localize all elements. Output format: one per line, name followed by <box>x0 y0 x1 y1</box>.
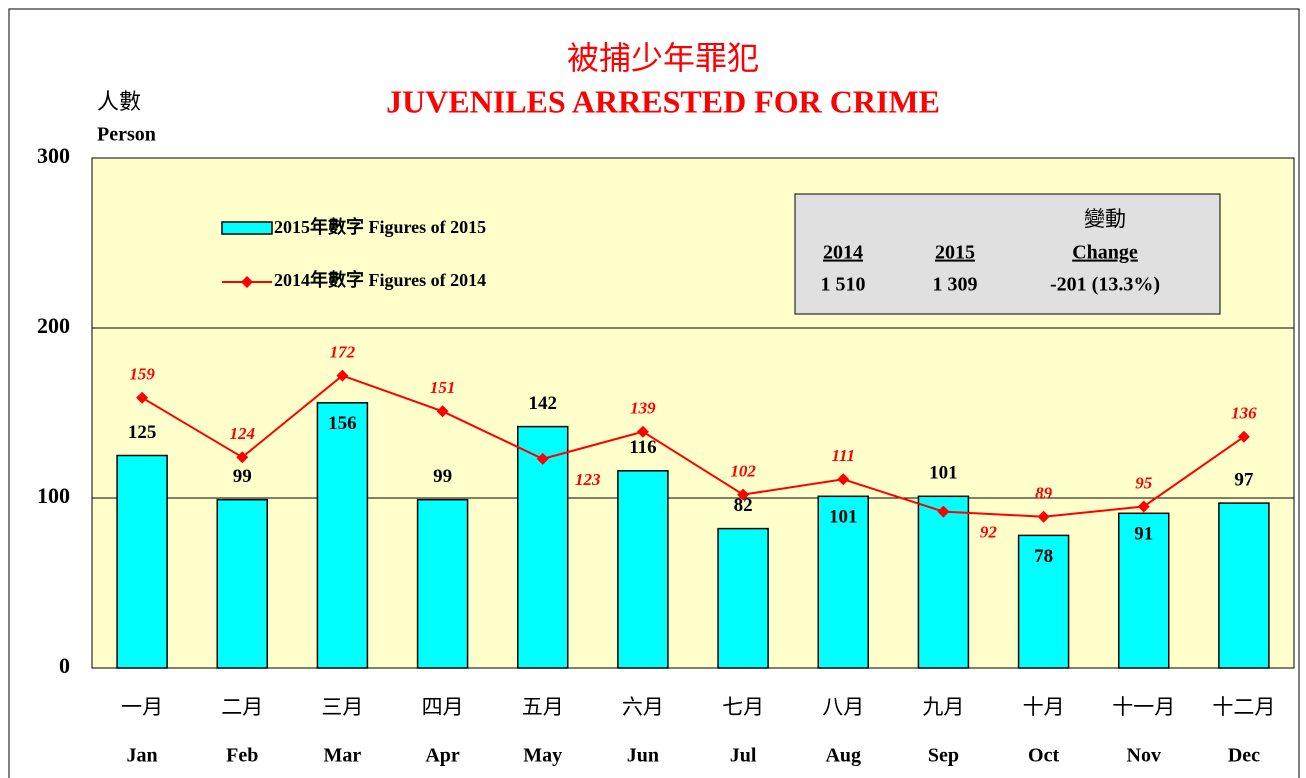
bar <box>917 495 970 669</box>
line-value-label: 124 <box>230 424 256 443</box>
line-value-label: 92 <box>980 523 998 542</box>
line-marker <box>636 425 649 438</box>
bar-value-label: 97 <box>1234 469 1254 490</box>
x-tick-label-cn: 四月 <box>422 695 464 719</box>
summary-header: 2015 <box>935 242 975 264</box>
line <box>141 374 1245 518</box>
line-value-label: 123 <box>575 470 601 489</box>
bar-value-label: 99 <box>233 466 252 487</box>
line-marker <box>1037 510 1050 523</box>
x-tick-label-cn: 一月 <box>121 695 163 719</box>
legend-label: 2015年數字 Figures of 2015 <box>274 216 486 237</box>
summary-value: -201 (13.3%) <box>1050 274 1160 296</box>
x-tick-label: Jan <box>127 745 158 767</box>
x-tick-label: Nov <box>1127 745 1161 767</box>
line-value-label: 159 <box>129 365 155 384</box>
bar-value-label: 91 <box>1134 524 1153 545</box>
line-value-label: 172 <box>330 343 356 362</box>
y-axis-label: Person <box>97 124 156 146</box>
x-tick-label: Oct <box>1028 745 1059 767</box>
y-axis-label-cn: 人數 <box>97 90 141 115</box>
line-marker <box>937 505 950 518</box>
x-tick-label-cn: 七月 <box>722 695 764 719</box>
x-tick-label-cn: 十月 <box>1023 695 1065 719</box>
y-tick-label: 0 <box>59 653 70 678</box>
x-tick-label-cn: 三月 <box>321 695 363 719</box>
bar <box>1017 534 1070 669</box>
line-value-label: 102 <box>730 462 756 481</box>
summary-box <box>794 193 1221 315</box>
summary-header: Change <box>1072 242 1138 264</box>
x-tick-label: Jun <box>627 745 659 767</box>
bar-value-label: 125 <box>128 422 157 443</box>
bar-value-label: 99 <box>433 466 452 487</box>
line-marker <box>1237 430 1250 443</box>
line-value-label: 111 <box>831 446 855 465</box>
x-tick-label: Dec <box>1228 745 1260 767</box>
bar-value-label: 116 <box>629 437 656 458</box>
x-tick-label-cn: 十二月 <box>1212 695 1275 719</box>
y-tick-label: 200 <box>37 313 70 338</box>
x-tick-label: Feb <box>226 745 258 767</box>
summary-value: 1 309 <box>933 274 978 296</box>
x-tick-label: May <box>523 745 562 767</box>
x-tick-label-cn: 八月 <box>822 695 864 719</box>
x-tick-label-cn: 十一月 <box>1112 695 1175 719</box>
line-value-label: 95 <box>1135 473 1153 492</box>
line-marker <box>837 473 850 486</box>
x-tick-label: Aug <box>825 745 861 767</box>
line-value-label: 151 <box>430 378 456 397</box>
bar <box>817 495 869 669</box>
bar <box>416 498 469 669</box>
x-tick-label: Sep <box>928 745 959 767</box>
bar <box>116 454 168 669</box>
x-tick-label: Jul <box>730 745 757 767</box>
y-tick-label: 300 <box>37 143 70 168</box>
line-marker <box>136 391 149 404</box>
line-marker <box>536 452 549 465</box>
line-marker <box>236 451 249 464</box>
y-tick-label: 100 <box>37 483 70 508</box>
line-value-label: 136 <box>1231 404 1257 423</box>
bar-value-label: 101 <box>929 463 958 484</box>
bar <box>316 402 369 669</box>
legend-label: 2014年數字 Figures of 2014 <box>274 269 486 290</box>
bar <box>717 527 769 669</box>
line-marker <box>1137 500 1150 513</box>
summary-header: 變動 <box>1084 207 1126 231</box>
bar-value-label: 78 <box>1034 546 1053 567</box>
bar <box>1118 512 1170 669</box>
x-tick-label-cn: 六月 <box>622 695 664 719</box>
x-tick-label-cn: 五月 <box>522 695 564 719</box>
x-tick-label-cn: 二月 <box>221 695 263 719</box>
bar-value-label: 142 <box>529 393 558 414</box>
bar-value-label: 101 <box>829 507 858 528</box>
bar <box>216 498 268 669</box>
legend-marker <box>241 276 253 288</box>
summary-value: 1 510 <box>821 274 866 296</box>
line-marker <box>436 405 449 418</box>
bar <box>1218 502 1270 669</box>
line-value-label: 89 <box>1035 484 1053 503</box>
bar-value-label: 156 <box>328 413 357 434</box>
x-tick-label: Apr <box>425 745 460 767</box>
summary-header: 2014 <box>823 242 863 264</box>
x-tick-label-cn: 九月 <box>922 695 964 719</box>
bar <box>517 425 569 669</box>
chart-title-cn: 被捕少年罪犯 <box>567 39 759 77</box>
legend-swatch <box>221 221 273 235</box>
bar-value-label: 82 <box>734 495 753 516</box>
bar <box>617 470 669 669</box>
line-marker <box>336 369 349 382</box>
line-value-label: 139 <box>630 399 656 418</box>
x-tick-label: Mar <box>324 745 362 767</box>
chart-title: JUVENILES ARRESTED FOR CRIME <box>386 83 940 119</box>
line-marker <box>737 488 750 501</box>
